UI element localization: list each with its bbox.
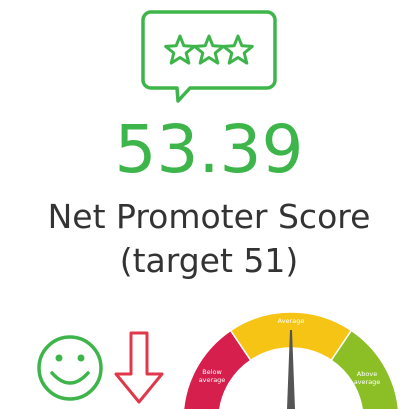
smiley-icon (37, 335, 103, 401)
down-arrow-icon (114, 331, 164, 404)
star (164, 34, 196, 65)
gauge-segment (330, 329, 400, 409)
stars (164, 34, 254, 65)
gauge-needle (287, 330, 295, 409)
gauge-label: Average (278, 317, 305, 325)
metric-title: Net Promoter Score (48, 197, 371, 236)
gauge-label-line: Average (278, 317, 305, 325)
target: (target 51) (120, 241, 299, 280)
gauge-label: Below average (199, 368, 226, 384)
score: 53.39 (115, 111, 304, 188)
gauge-label-line: Above (357, 370, 377, 378)
gauge-label-line: average (354, 378, 381, 386)
speech-bubble-icon (141, 10, 277, 103)
gauge-label: Above average (354, 370, 381, 386)
gauge-label-line: average (199, 376, 226, 384)
gauge-label-line: Below (202, 368, 222, 376)
star (193, 34, 225, 65)
star (222, 34, 254, 65)
